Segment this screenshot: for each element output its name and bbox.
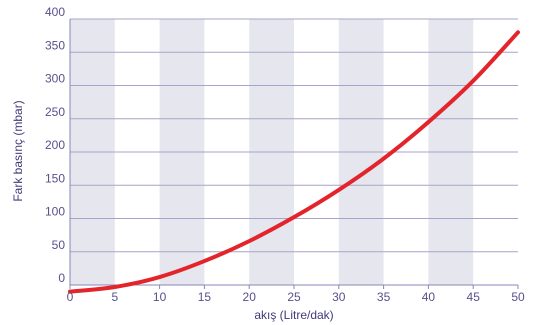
- axes: [69, 19, 519, 289]
- x-tick-label-35: 35: [377, 290, 391, 304]
- y-tick-label-0: 0: [58, 271, 65, 285]
- x-tick-label-15: 15: [198, 290, 212, 304]
- x-tick-label-45: 45: [467, 290, 481, 304]
- x-tick-label-20: 20: [243, 290, 257, 304]
- y-tick-label-300: 300: [45, 72, 65, 86]
- y-tick-label-350: 350: [45, 38, 65, 52]
- y-tick-label-50: 50: [52, 238, 66, 252]
- y-tick-labels: 0 50 100 150 200 250 300 350 400: [45, 5, 65, 285]
- series-layer: [68, 30, 520, 294]
- x-tick-label-30: 30: [332, 290, 346, 304]
- x-tick-label-40: 40: [422, 290, 436, 304]
- x-tick-label-25: 25: [287, 290, 301, 304]
- y-tick-label-400: 400: [45, 5, 65, 19]
- y-tick-label-150: 150: [45, 171, 65, 185]
- y-tick-label-100: 100: [45, 205, 65, 219]
- y-axis-title: Fark basınç (mbar): [11, 100, 25, 201]
- x-axis-title: akış (Litre/dak): [254, 308, 333, 322]
- series-line-0: [68, 30, 520, 294]
- y-tick-label-250: 250: [45, 105, 65, 119]
- y-tick-label-200: 200: [45, 138, 65, 152]
- x-tick-label-0: 0: [67, 290, 74, 304]
- x-tick-labels: 0 5 10 15 20 25 30 35 40 45 50: [67, 290, 525, 304]
- x-tick-label-10: 10: [153, 290, 167, 304]
- x-tick-label-50: 50: [511, 290, 525, 304]
- x-tick-label-5: 5: [111, 290, 118, 304]
